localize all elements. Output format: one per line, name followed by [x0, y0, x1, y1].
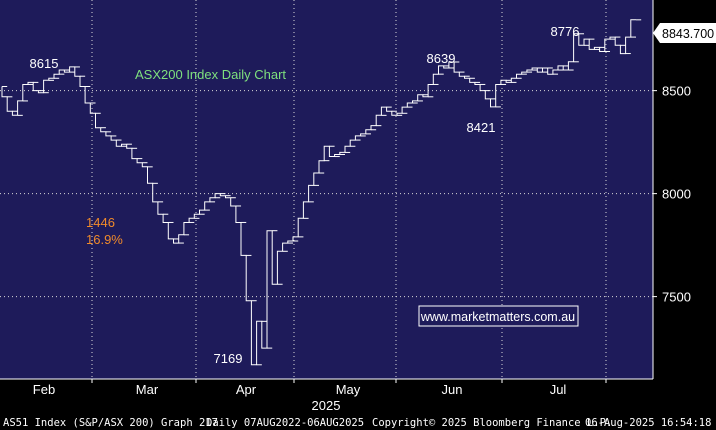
annotation-high-feb: 8615	[30, 56, 59, 71]
annotation-low-apr: 7169	[214, 351, 243, 366]
footer-mid: Daily 07AUG2022-06AUG2025	[206, 417, 364, 429]
footer-copyright: Copyright© 2025 Bloomberg Finance L.P.	[372, 417, 612, 429]
x-tick-label: Feb	[33, 382, 55, 397]
chart-title: ASX200 Index Daily Chart	[135, 67, 286, 82]
y-tick-labels: 7500 8000 8500	[662, 84, 691, 305]
annotation-low-jun: 8421	[467, 120, 496, 135]
x-tick-label: Apr	[236, 382, 257, 397]
footer: AS51 Index (S&P/ASX 200) Graph 217 Daily…	[3, 417, 711, 429]
watermark[interactable]: www.marketmatters.com.au	[418, 305, 579, 327]
x-year-label: 2025	[312, 398, 341, 413]
footer-timestamp: 06-Aug-2025 16:54:18	[585, 417, 711, 429]
x-tick-label: May	[336, 382, 361, 397]
last-price-marker: 8843.700	[653, 23, 716, 43]
x-tick-labels: Feb Mar Apr May Jun Jul	[33, 382, 567, 397]
y-tick-label: 7500	[662, 290, 691, 305]
annotation-drawdown-pct: 16.9%	[86, 232, 123, 247]
grid-lines	[0, 0, 657, 383]
annotation-high-jun: 8639	[427, 51, 456, 66]
y-tick-label: 8500	[662, 84, 691, 99]
annotation-drawdown-points: 1446	[86, 215, 115, 230]
x-tick-label: Jun	[442, 382, 463, 397]
last-price-box	[653, 23, 716, 43]
watermark-box	[418, 305, 579, 327]
axes	[0, 0, 654, 380]
footer-left: AS51 Index (S&P/ASX 200) Graph 217	[3, 417, 218, 429]
price-series	[1, 19, 642, 366]
x-tick-label: Jul	[550, 382, 567, 397]
y-tick-label: 8000	[662, 187, 691, 202]
x-tick-label: Mar	[136, 382, 159, 397]
watermark-text: www.marketmatters.com.au	[420, 310, 575, 324]
annotation-high-jul: 8776	[551, 24, 580, 39]
last-price-text: 8843.700	[662, 27, 714, 41]
